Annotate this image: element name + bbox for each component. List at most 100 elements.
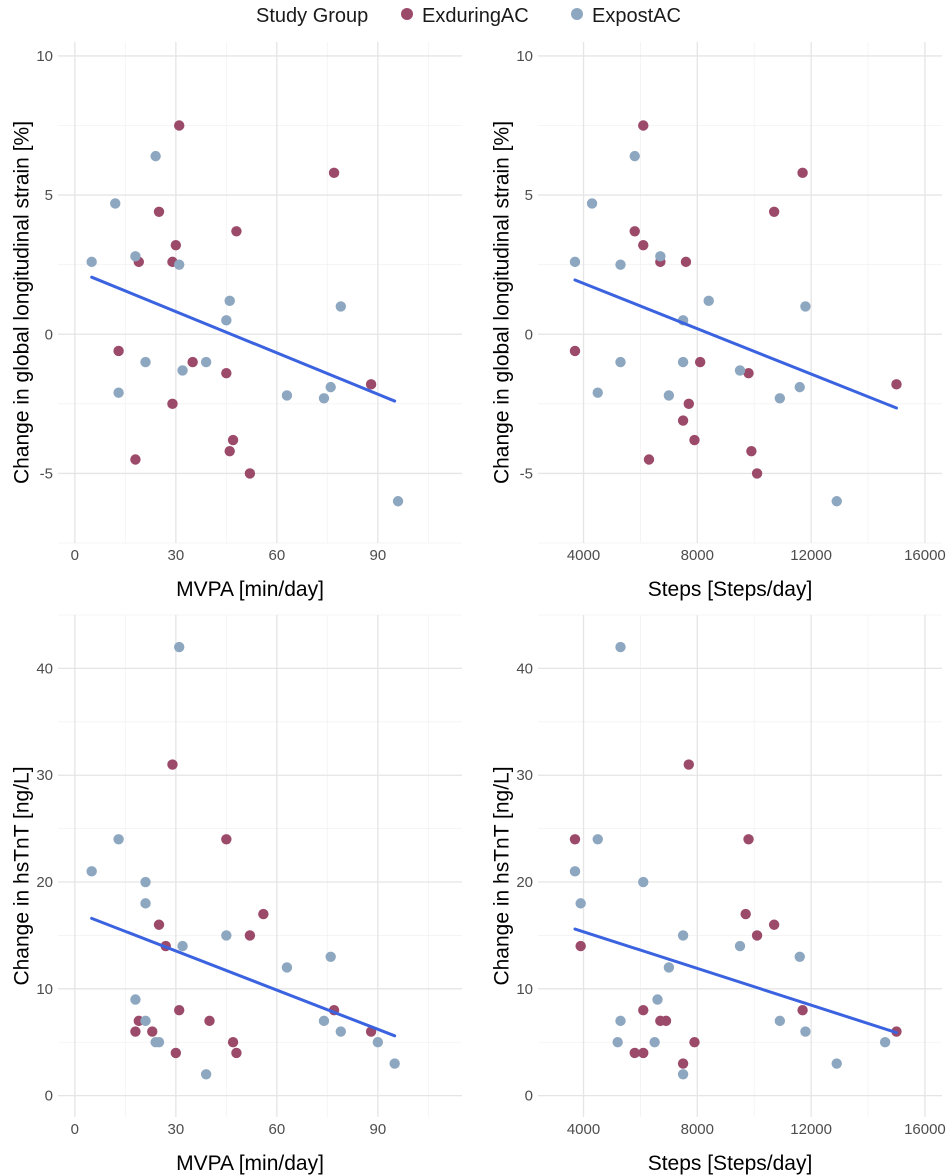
data-point	[615, 356, 626, 368]
data-point	[569, 345, 581, 357]
data-point	[797, 167, 808, 179]
data-point	[224, 445, 235, 457]
x-tick-label: 30	[167, 1121, 184, 1138]
data-point	[177, 940, 188, 952]
data-point	[153, 1037, 165, 1048]
data-point	[689, 434, 700, 446]
y-axis-title: Change in global longitudinal strain [%]	[491, 121, 514, 484]
y-tick-label: 40	[516, 660, 533, 677]
data-point	[147, 1026, 158, 1037]
data-point	[831, 1058, 842, 1069]
data-point	[113, 834, 124, 845]
data-point	[130, 994, 141, 1005]
series-exduringac	[569, 759, 902, 1069]
x-axis-title: MVPA [min/day]	[176, 578, 324, 601]
data-point	[221, 315, 232, 326]
data-point	[794, 951, 805, 962]
legend-marker-expostac	[571, 8, 583, 20]
y-tick-label: 5	[45, 187, 53, 204]
data-point	[734, 940, 746, 952]
data-point	[746, 445, 757, 457]
data-point	[140, 876, 151, 888]
data-point	[638, 1047, 649, 1059]
data-point	[86, 256, 97, 268]
data-point	[569, 834, 581, 845]
data-point	[204, 1015, 215, 1027]
data-point	[227, 434, 239, 446]
data-point	[743, 368, 754, 379]
data-point	[227, 1037, 239, 1048]
x-tick-label: 12000	[790, 1121, 832, 1138]
data-point	[677, 1069, 689, 1080]
data-point	[655, 251, 666, 262]
y-tick-label: 20	[36, 874, 53, 891]
legend: Study Group ExduringAC ExpostAC	[256, 5, 681, 27]
data-point	[751, 468, 763, 479]
data-point	[629, 226, 640, 237]
data-point	[231, 1047, 242, 1059]
data-point	[392, 496, 404, 507]
data-point	[768, 206, 780, 217]
data-point	[140, 898, 151, 909]
data-point	[703, 295, 714, 307]
data-point	[638, 876, 649, 888]
y-tick-label: 10	[516, 981, 533, 998]
data-point	[660, 1015, 672, 1027]
data-point	[615, 641, 626, 653]
y-tick-label: 30	[36, 767, 53, 784]
y-tick-label: 10	[36, 48, 53, 65]
data-point	[113, 387, 124, 398]
data-point	[831, 496, 842, 507]
data-point	[335, 1026, 346, 1037]
data-point	[677, 930, 689, 941]
data-point	[281, 390, 293, 401]
data-point	[734, 365, 746, 376]
data-point	[575, 940, 586, 952]
x-tick-label: 8000	[681, 547, 714, 564]
data-point	[221, 930, 232, 941]
data-point	[200, 356, 212, 368]
data-point	[879, 1037, 891, 1048]
y-tick-label: 10	[36, 981, 53, 998]
data-point	[638, 239, 649, 251]
data-point	[612, 1037, 623, 1048]
y-tick-label: -5	[520, 465, 533, 482]
data-point	[797, 1004, 808, 1016]
x-tick-label: 16000	[904, 547, 946, 564]
y-tick-label: 0	[45, 326, 53, 343]
data-point	[170, 1047, 182, 1059]
data-point	[174, 641, 185, 653]
data-point	[569, 866, 581, 877]
x-tick-label: 8000	[681, 1121, 714, 1138]
data-point	[683, 759, 694, 770]
series-exduringac	[130, 759, 377, 1059]
data-point	[768, 919, 780, 930]
x-tick-label: 12000	[790, 547, 832, 564]
series-expostac	[86, 150, 404, 507]
data-point	[174, 120, 185, 131]
legend-label-exduringac: ExduringAC	[422, 5, 529, 27]
data-point	[244, 930, 256, 941]
data-point	[794, 381, 805, 393]
series-expostac	[569, 150, 842, 507]
data-point	[643, 454, 655, 465]
data-point	[389, 1058, 400, 1069]
data-point	[130, 1026, 141, 1037]
y-tick-label: 20	[516, 874, 533, 891]
data-point	[130, 454, 141, 465]
gridlines	[538, 42, 942, 544]
x-tick-label: 4000	[567, 1121, 600, 1138]
data-point	[335, 301, 346, 312]
y-tick-label: 5	[525, 187, 533, 204]
series-exduringac	[113, 120, 377, 479]
data-point	[592, 387, 603, 398]
data-point	[638, 1004, 649, 1016]
data-point	[167, 398, 178, 410]
data-point	[221, 368, 232, 379]
data-point	[615, 1015, 626, 1027]
x-tick-label: 0	[71, 547, 79, 564]
data-point	[649, 1037, 660, 1048]
data-point	[231, 226, 242, 237]
data-point	[683, 398, 694, 410]
